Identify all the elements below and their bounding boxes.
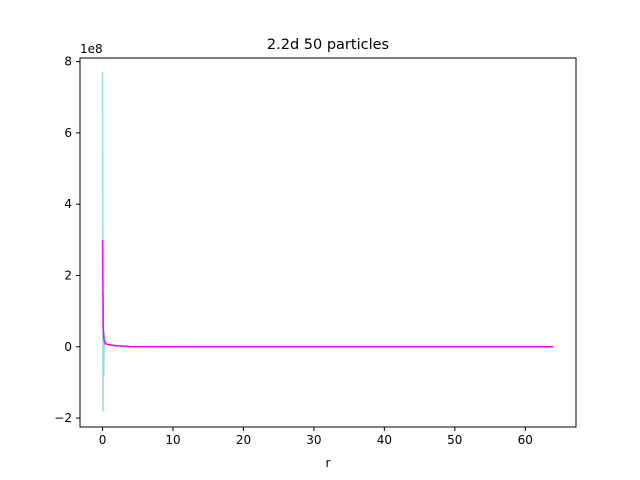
- x-tick-label: 60: [518, 433, 533, 447]
- x-tick-label: 30: [306, 433, 321, 447]
- x-axis-label: r: [326, 456, 331, 470]
- x-axis: 0 10 20 30 40 50 60: [99, 427, 533, 447]
- plot-frame: [79, 57, 577, 428]
- y-axis: −2 0 2 4 6 8: [54, 55, 80, 425]
- x-tick-label: 10: [165, 433, 180, 447]
- y-tick-label: 6: [64, 126, 72, 140]
- chart-title: 2.2d 50 particles: [267, 37, 389, 53]
- series-line-2: [101, 239, 554, 348]
- x-tick-label: 0: [99, 433, 107, 447]
- y-tick-label: 4: [64, 197, 72, 211]
- y-tick-label: 2: [64, 268, 72, 282]
- x-tick-label: 40: [377, 433, 392, 447]
- y-tick-label: 8: [64, 55, 72, 69]
- y-offset-label: 1e8: [80, 42, 103, 56]
- y-tick-label: −2: [54, 411, 72, 425]
- x-tick-label: 50: [447, 433, 462, 447]
- series-layer: [101, 72, 554, 412]
- x-tick-label: 20: [236, 433, 251, 447]
- y-tick-label: 0: [64, 340, 72, 354]
